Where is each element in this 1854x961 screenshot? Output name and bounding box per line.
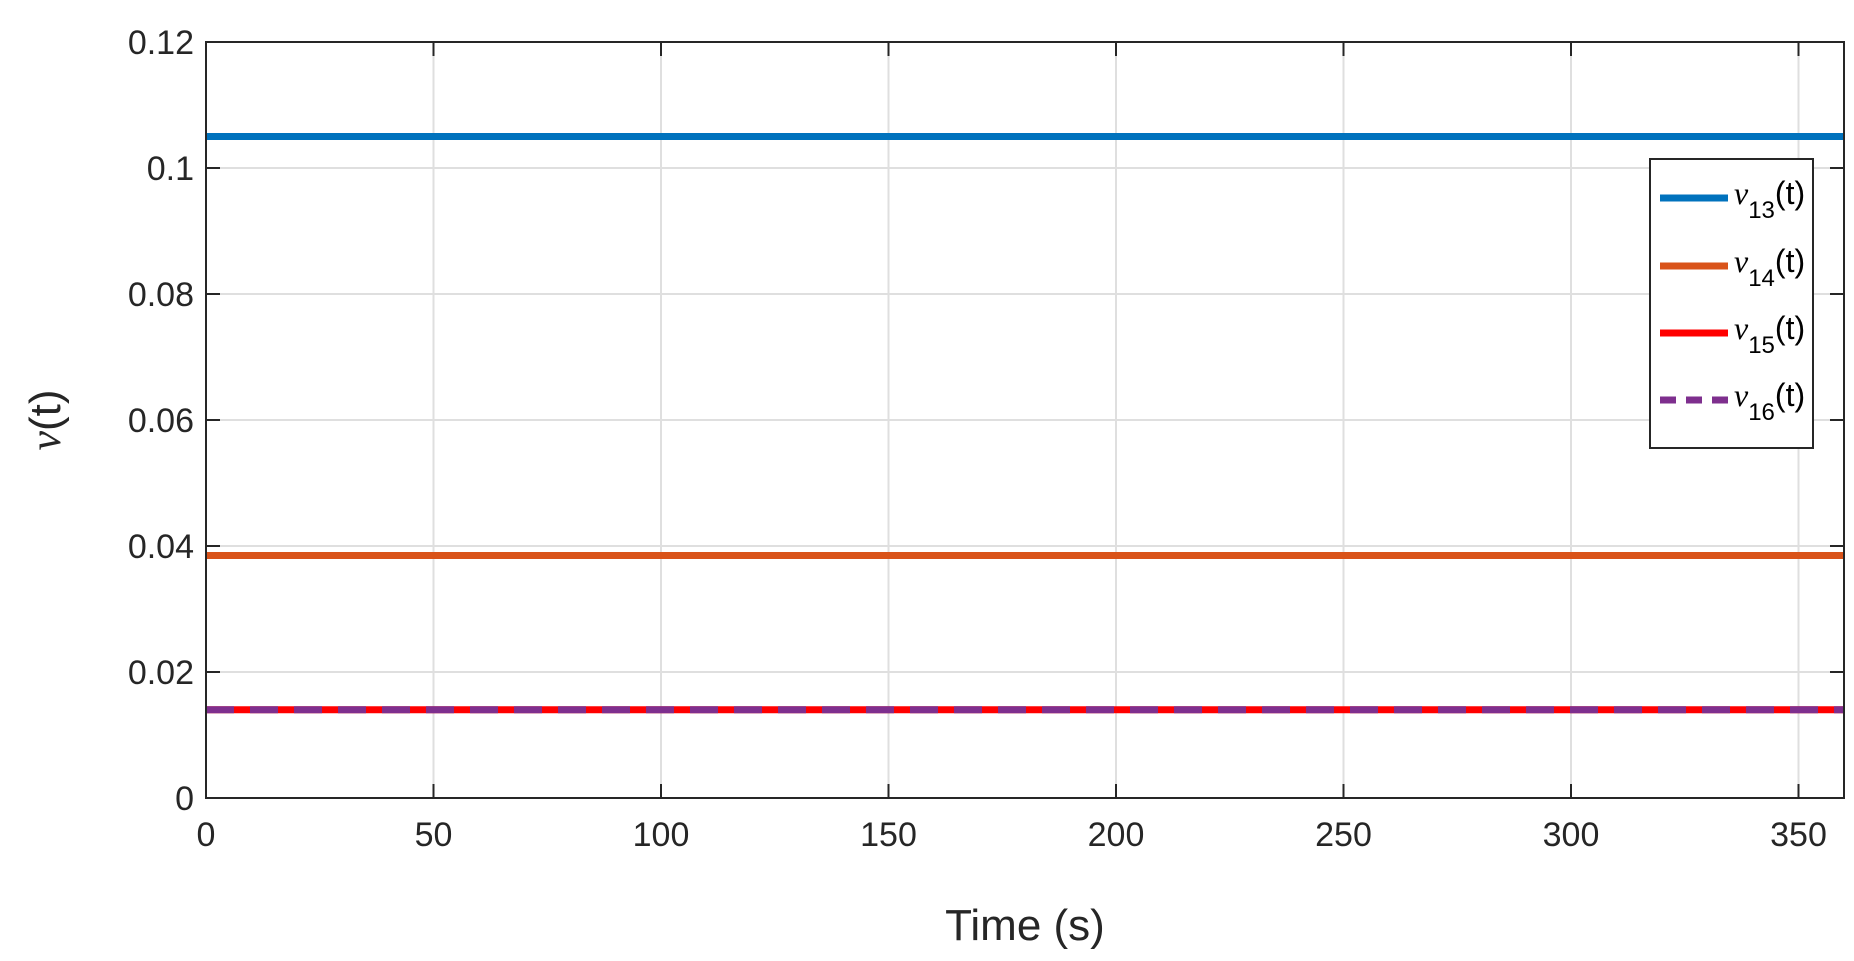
- x-tick-label: 200: [1088, 816, 1145, 854]
- y-tick-label: 0.04: [128, 528, 194, 566]
- y-tick-label: 0.02: [128, 654, 194, 692]
- legend-label-16: ν16(t): [1734, 377, 1805, 426]
- y-tick-label: 0.1: [147, 150, 194, 188]
- y-tick-label: 0.08: [128, 276, 194, 314]
- legend-label-14: ν14(t): [1734, 243, 1805, 292]
- x-tick-label: 250: [1315, 816, 1372, 854]
- y-tick-labels: 0 0.02 0.04 0.06 0.08 0.1 0.12: [128, 24, 194, 818]
- y-axis-label-rest: (t): [21, 389, 70, 431]
- legend-label-13: ν13(t): [1734, 175, 1805, 224]
- y-axis-title: ν(t): [21, 389, 70, 450]
- x-tick-label: 350: [1770, 816, 1827, 854]
- legend-label-15: ν15(t): [1734, 310, 1805, 359]
- axis-ticks: [205, 41, 1844, 799]
- x-tick-labels: 0 50 100 150 200 250 300 350: [197, 816, 1827, 854]
- svg-text:ν(t): ν(t): [21, 389, 70, 450]
- y-tick-label: 0.06: [128, 402, 194, 440]
- series-lines: [206, 133, 1844, 714]
- legend: ν13(t) ν14(t) ν15(t) ν16(t): [1649, 158, 1814, 449]
- x-tick-label: 150: [860, 816, 917, 854]
- x-tick-label: 50: [415, 816, 453, 854]
- x-tick-label: 300: [1543, 816, 1600, 854]
- y-axis-symbol: ν: [21, 431, 70, 451]
- y-tick-label: 0.12: [128, 24, 194, 62]
- x-tick-label: 100: [633, 816, 690, 854]
- y-tick-label: 0: [175, 780, 194, 818]
- x-axis-title: Time (s): [945, 901, 1105, 950]
- x-tick-label: 0: [197, 816, 216, 854]
- legend-box: [1649, 158, 1814, 449]
